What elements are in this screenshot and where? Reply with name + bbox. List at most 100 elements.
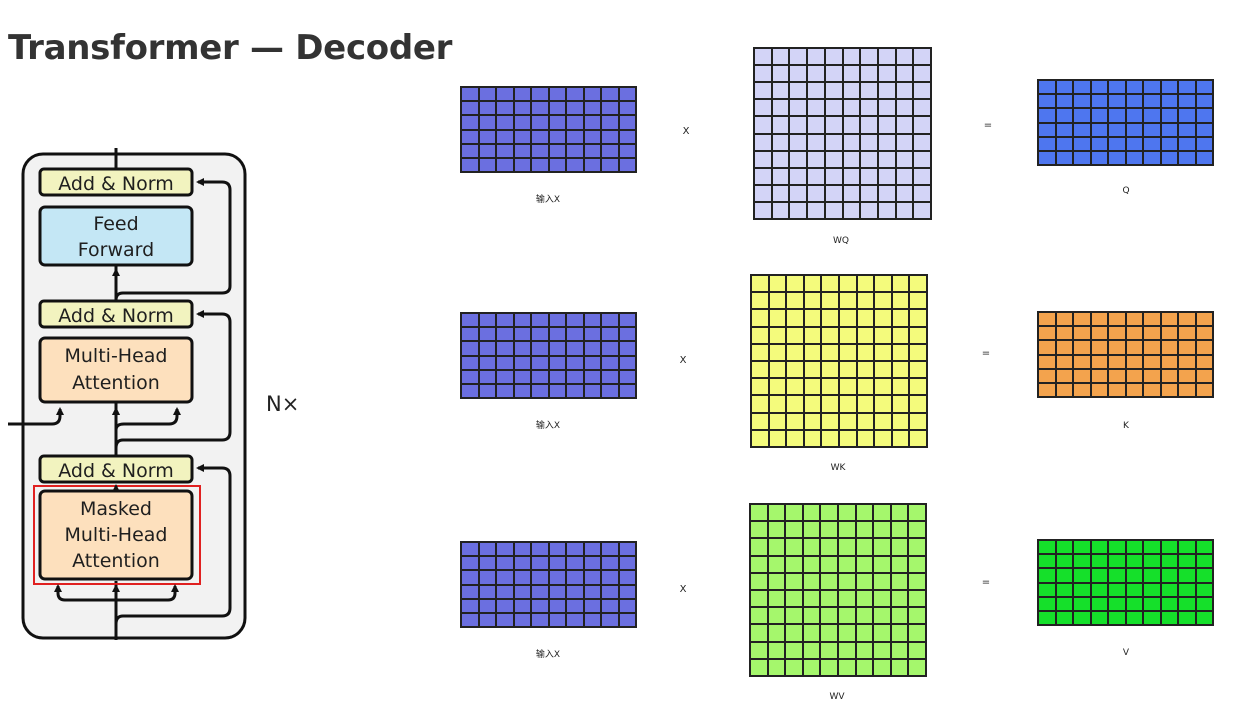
multi-head-attention-block [38,336,194,404]
matrix-cell [802,504,821,522]
matrix-cell [789,65,808,83]
matrix-cell [496,584,514,599]
matrix-cell [856,412,875,430]
matrix-cell [877,201,896,219]
matrix-cell [548,383,566,398]
matrix-cell [513,584,531,599]
matrix-cell [478,542,496,557]
matrix-cell [860,150,878,168]
matrix-cell [909,292,927,310]
matrix-cell [771,99,790,117]
matrix-cell [583,612,601,627]
matrix-cell [908,555,926,573]
matrix-cell [1178,340,1196,355]
matrix-cell [1143,568,1161,583]
matrix-cell [1073,554,1091,569]
matrix-cell [1125,80,1143,95]
output-q-label: Q [1122,186,1130,196]
matrix-cell [566,612,584,627]
mha-line2: Attention [72,372,160,394]
matrix-cell [513,327,531,342]
matrix-cell [461,101,479,116]
matrix-cell [785,504,803,522]
decoder-block-diagram: Add & Norm Feed Forward Add & Norm Multi… [8,148,247,640]
matrix-cell [1055,94,1073,109]
matrix-cell [1038,368,1056,383]
matrix-cell [908,572,926,590]
matrix-cell [548,355,566,370]
matrix-cell [601,570,619,585]
matrix-cell [839,343,857,361]
matrix-cell [548,556,566,571]
matrix-cell [855,555,874,573]
matrix-cell [838,572,856,590]
matrix-cell [839,412,857,430]
matrix-cell [802,658,821,676]
matrix-cell [877,184,896,202]
matrix-cell [566,129,584,144]
matrix-cell [1160,540,1178,555]
matrix-cell [461,369,479,384]
matrix-cell [583,101,601,116]
matrix-cell [890,641,909,659]
matrix-cell [839,361,857,379]
matrix-cell [820,521,838,539]
matrix-cell [754,133,772,151]
matrix-cell [785,624,803,642]
matrix-cell [513,87,531,102]
matrix-cell [1160,312,1178,327]
matrix-cell [566,313,584,328]
matrix-cell [824,201,843,219]
matrix-cell [478,570,496,585]
matrix-cell [1108,540,1126,555]
matrix-cell [913,167,931,185]
matrix-cell [1195,312,1213,327]
matrix-cell [913,184,931,202]
matrix-cell [768,343,787,361]
matrix-cell [767,590,786,608]
matrix-cell [566,570,584,585]
matrix-cell [513,556,531,571]
matrix-cell [1125,150,1143,165]
matrix-cell [1160,568,1178,583]
weight-wq-matrix [753,47,932,220]
matrix-cell [566,355,584,370]
matrix-cell [874,292,892,310]
matrix-cell [566,383,584,398]
matrix-cell [873,658,891,676]
matrix-cell [1143,340,1161,355]
matrix-cell [1090,368,1108,383]
matrix-cell [838,504,856,522]
matrix-cell [461,612,479,627]
weight-wk-label: WK [830,463,846,473]
matrix-cell [838,641,856,659]
matrix-cell [1090,568,1108,583]
matrix-cell [548,143,566,158]
matrix-cell [807,82,825,100]
matrix-cell [909,275,927,293]
matrix-cell [1125,368,1143,383]
matrix-cell [461,327,479,342]
matrix-cell [855,590,874,608]
matrix-cell [855,538,874,556]
matrix-cell [754,82,772,100]
matrix-cell [1195,108,1213,123]
matrix-cell [856,429,875,447]
matrix-cell [860,82,878,100]
matrix-cell [1160,554,1178,569]
matrix-cell [803,395,822,413]
matrix-cell [768,429,787,447]
matrix-cell [821,429,839,447]
matrix-cell [618,341,636,356]
matrix-cell [803,361,822,379]
equals-operator-k: = [981,348,991,359]
matrix-cell [860,116,878,134]
matrix-cell [601,383,619,398]
matrix-cell [821,395,839,413]
matrix-cell [1073,122,1091,137]
matrix-cell [1090,312,1108,327]
matrix-cell [496,129,514,144]
matrix-cell [1108,136,1126,151]
matrix-cell [1125,554,1143,569]
matrix-cell [461,355,479,370]
